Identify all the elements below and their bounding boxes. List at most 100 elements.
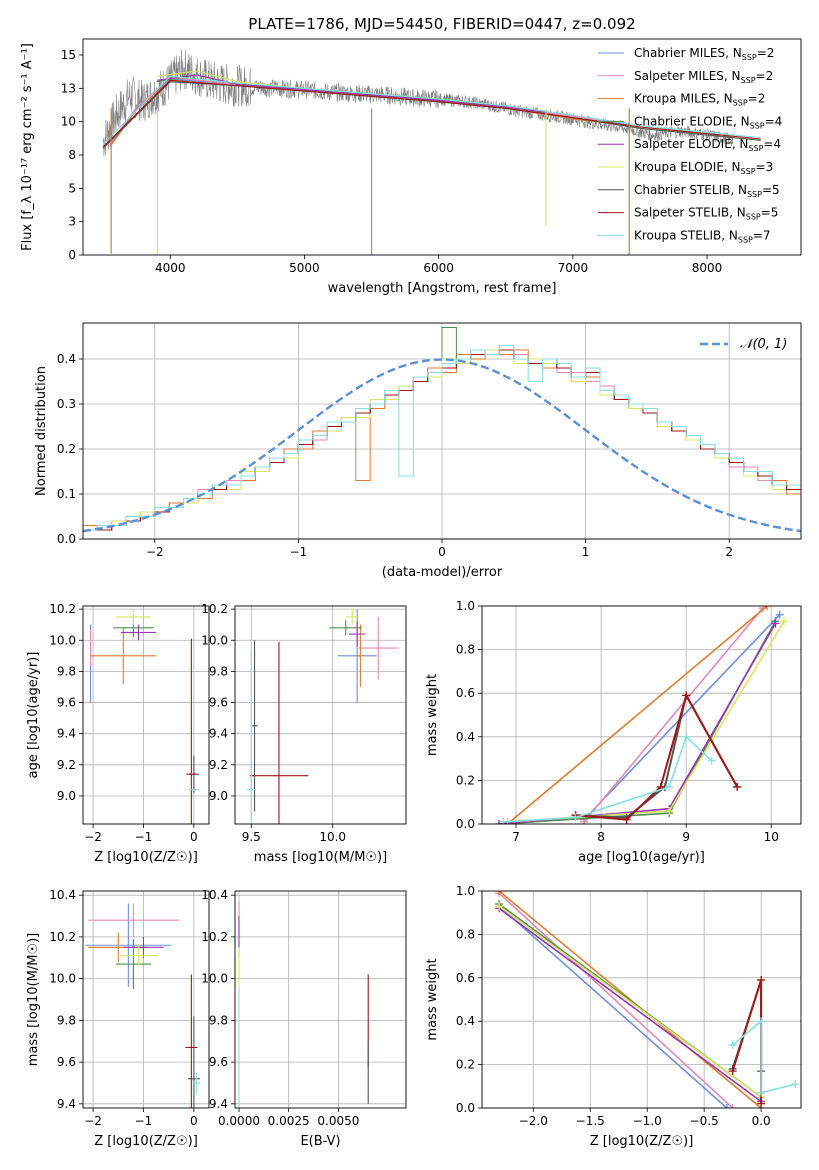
x-tick-label: −2 — [146, 545, 164, 559]
x-axis-label: Z [log10(Z/Z☉)] — [94, 1134, 198, 1149]
weight-marker — [728, 1041, 737, 1050]
x-tick-label: 4000 — [155, 261, 186, 275]
legend-label: Kroupa MILES, NSSP=2 — [634, 92, 765, 108]
x-tick-label: −1.5 — [576, 1114, 605, 1128]
y-tick-label: 9.8 — [209, 1013, 228, 1027]
y-tick-label: 0.8 — [456, 927, 475, 941]
y-tick-label: 9.8 — [57, 664, 76, 678]
error-point — [246, 649, 257, 824]
y-tick-label: 13 — [61, 81, 76, 95]
plot-frame — [481, 890, 802, 1109]
y-tick-label: 9.4 — [209, 727, 228, 741]
gaussian-curve — [83, 358, 801, 533]
x-tick-label: 7000 — [558, 261, 589, 275]
plot-background — [83, 606, 209, 824]
x-tick-label: −0.5 — [690, 1114, 719, 1128]
weight-marker — [682, 691, 691, 700]
y-tick-label: 9.8 — [57, 1013, 76, 1027]
legend-subscript: SSP — [746, 213, 761, 222]
y-tick-label: 1.0 — [456, 599, 475, 613]
y-tick-label: 0.0 — [456, 817, 475, 831]
weight-marker — [779, 617, 788, 626]
y-axis-label: Flux [f_λ 10⁻¹⁷ erg cm⁻² s⁻¹ A⁻¹] — [20, 43, 35, 251]
weight-marker — [762, 606, 771, 610]
x-tick-label: 10.0 — [319, 830, 346, 844]
legend-subscript: SSP — [738, 235, 753, 244]
y-tick-label: 0.4 — [456, 730, 475, 744]
weight-line — [498, 905, 762, 1098]
legend-value: =4 — [765, 114, 783, 128]
weight-marker — [722, 1104, 731, 1108]
y-tick-label: 10.2 — [49, 930, 76, 944]
x-tick-label: 7 — [512, 830, 520, 844]
plot-area: 4000 5000 6000 7000 80000358101315wavelength… — [20, 38, 802, 1149]
y-tick-label: 9.6 — [209, 696, 228, 710]
legend-label: Kroupa ELODIE, NSSP=3 — [634, 160, 773, 176]
y-tick-label: 0.4 — [57, 352, 76, 366]
y-tick-label: 9.8 — [209, 664, 228, 678]
x-tick-label: 0 — [438, 545, 446, 559]
y-tick-label: 9.2 — [209, 758, 228, 772]
legend-value: =4 — [763, 137, 781, 151]
y-tick-label: 9.4 — [57, 727, 76, 741]
chart-panel-8: −2.0 −1.5 −1.0 −0.5 0.0 0.0 0.2 0.4 0.6 0.8 1.0 Z [… — [425, 884, 802, 1149]
x-tick-label: 0.0050 — [317, 1114, 359, 1128]
legend-value: =3 — [756, 160, 774, 174]
x-tick-label: −2 — [84, 1114, 102, 1128]
plot-frame — [82, 322, 802, 540]
y-tick-label: 3 — [68, 215, 76, 229]
x-tick-label: 0 — [190, 1114, 198, 1128]
y-tick-label: 9.6 — [57, 1055, 76, 1069]
weight-marker — [791, 1080, 800, 1089]
error-point — [90, 627, 157, 684]
legend-label: Chabrier STELIB, NSSP=5 — [634, 183, 780, 199]
legend-value: =2 — [757, 46, 775, 60]
weight-marker — [728, 1104, 737, 1108]
spectrum-line — [102, 49, 734, 157]
weight-marker — [757, 975, 766, 984]
chart-panel-7: 0.0000 0.0025 0.0050 9.4 9.6 9.8 10.0 10.2 10.4 E… — [201, 888, 407, 1149]
x-tick-label: −1.0 — [633, 1114, 662, 1128]
model-line — [102, 75, 761, 145]
plot-marks — [495, 891, 800, 1108]
error-point — [249, 641, 309, 824]
chart-panel-6: −2 −1 0 9.4 9.6 9.8 10.0 10.2 10.4 Z [log10(Z/Z☉)… — [26, 888, 210, 1149]
chart-panel-5: 7 8 9 10 0.0 0.2 0.4 0.6 0.8 1.0 age [log10(age/yr… — [425, 599, 802, 865]
legend-label: Salpeter MILES, NSSP=2 — [634, 69, 773, 85]
weight-marker — [775, 610, 784, 619]
error-point — [120, 624, 157, 641]
plot-background — [482, 606, 801, 824]
weight-line — [732, 1019, 796, 1094]
weight-marker — [728, 1067, 737, 1076]
plot-frame — [82, 890, 210, 1109]
x-tick-label: −2.0 — [519, 1114, 548, 1128]
weight-line — [498, 892, 734, 1108]
legend-value: =2 — [756, 69, 774, 83]
weight-marker — [757, 1099, 766, 1108]
legend-value: =7 — [753, 228, 771, 242]
x-axis-label: Z [log10(Z/Z☉)] — [590, 1134, 694, 1149]
x-tick-label: 2 — [725, 545, 733, 559]
y-axis-label: mass weight — [425, 958, 440, 1040]
weight-marker — [499, 817, 508, 824]
legend-value: =5 — [762, 183, 780, 197]
y-tick-label: 0.0 — [57, 532, 76, 546]
legend-value: =2 — [748, 92, 766, 106]
x-tick-label: 10 — [764, 830, 779, 844]
weight-marker — [495, 820, 504, 824]
legend-label: Chabrier MILES, NSSP=2 — [634, 46, 774, 62]
weight-marker — [733, 782, 742, 791]
y-tick-label: 10 — [61, 115, 76, 129]
error-point — [251, 640, 258, 812]
y-tick-label: 15 — [61, 48, 76, 62]
weight-marker — [757, 1088, 766, 1097]
x-tick-label: 0.0000 — [218, 1114, 260, 1128]
x-tick-label: −1 — [135, 830, 153, 844]
plot-frame — [481, 605, 802, 825]
weight-line — [583, 607, 764, 823]
plot-marks — [90, 609, 199, 824]
chart-panel-1: 4000 5000 6000 7000 8000 0 3 5 8 10 13 15 wavelength… — [20, 38, 802, 296]
y-tick-label: 9.0 — [57, 789, 76, 803]
x-axis-label: age [log10(age/yr)] — [578, 850, 705, 865]
y-tick-label: 9.6 — [57, 696, 76, 710]
